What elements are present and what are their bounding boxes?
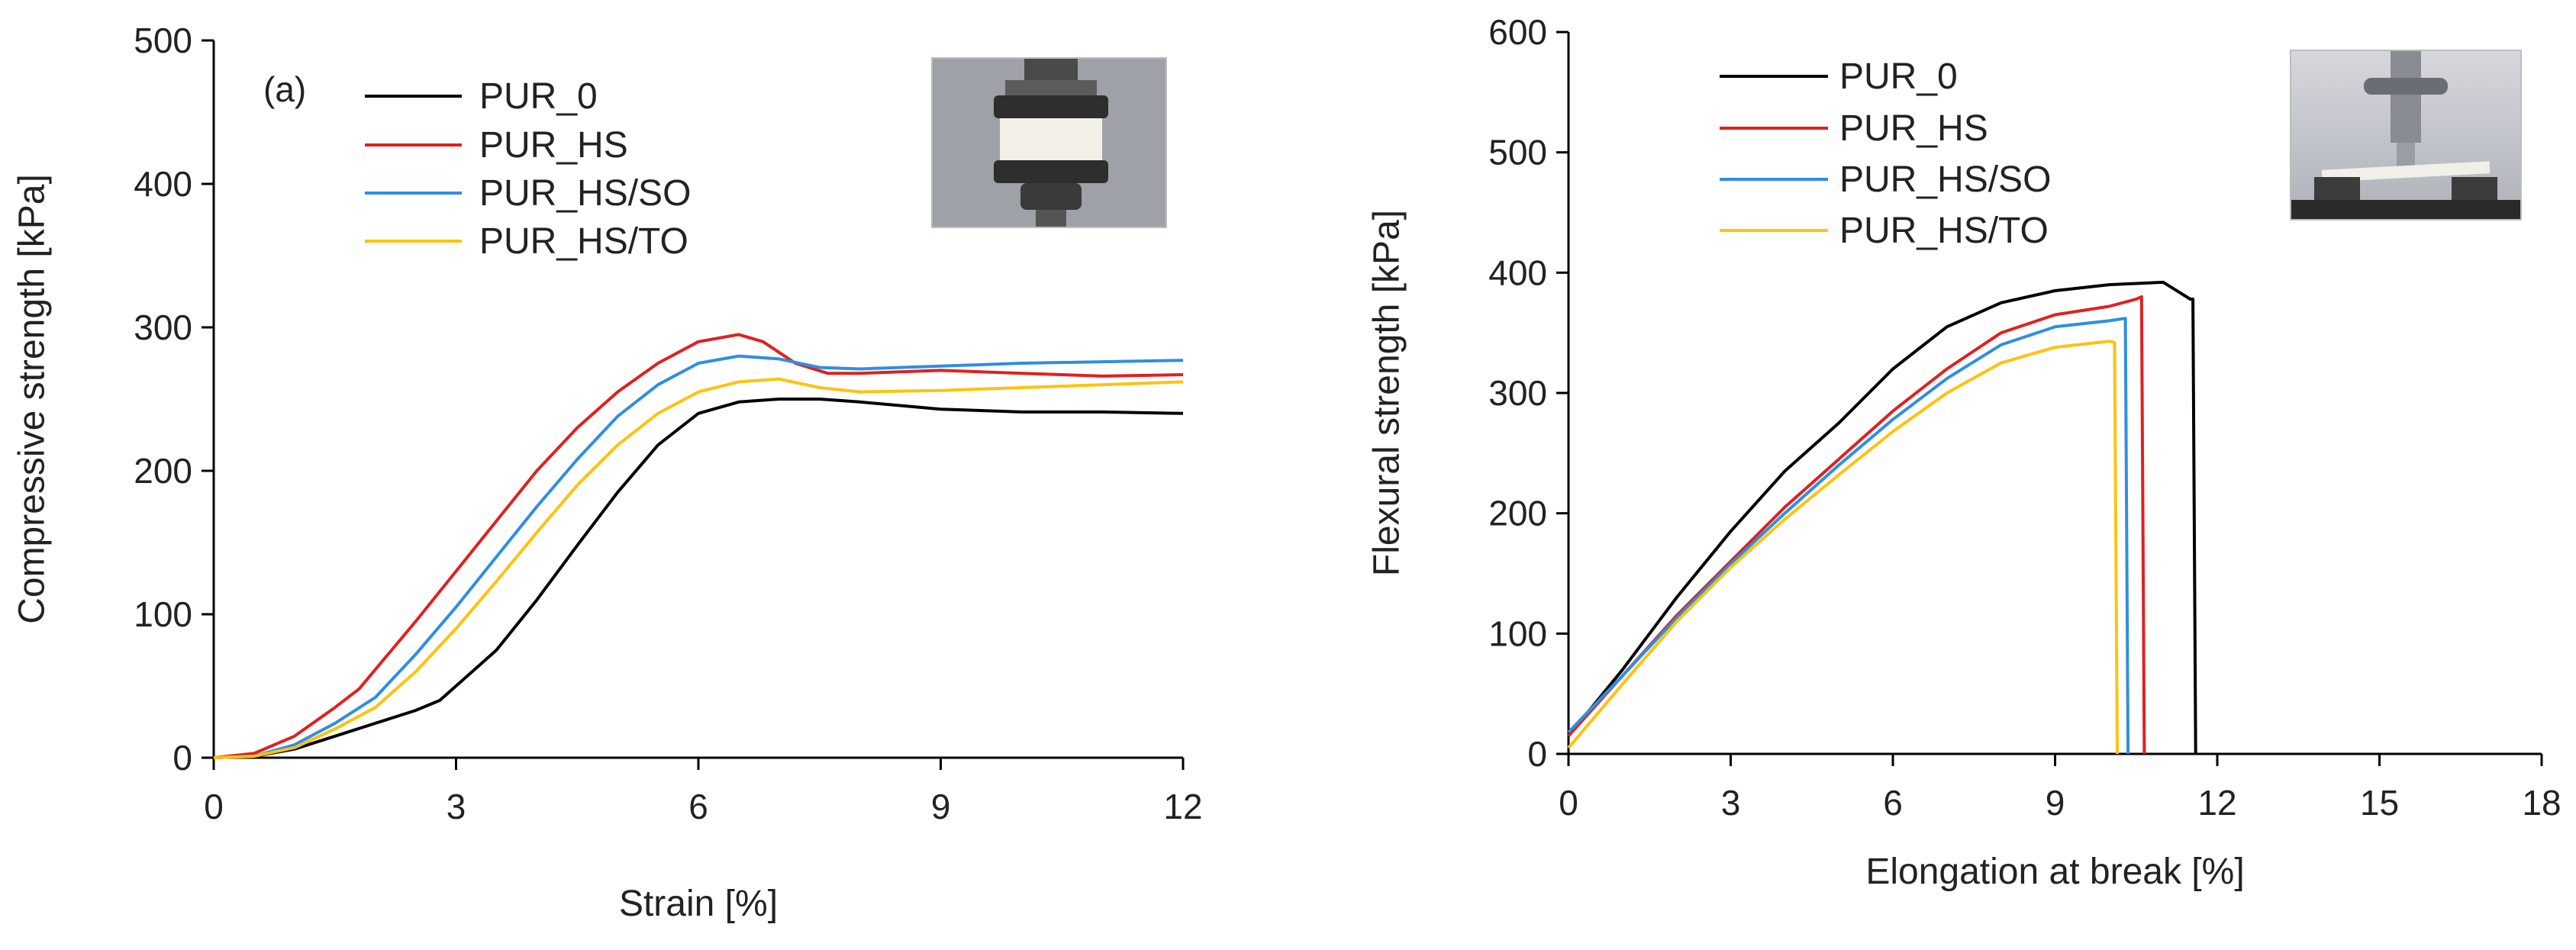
- b-x-tick-label: 9: [2046, 783, 2065, 823]
- b-legend-label: PUR_HS/TO: [1839, 211, 2049, 251]
- b-legend-label: PUR_HS: [1839, 108, 1988, 149]
- a-panel-label: (a): [263, 69, 306, 109]
- a-x-tick-label: 12: [1163, 787, 1202, 826]
- a-x-tick-label: 9: [931, 787, 951, 826]
- a-series-line-3: [213, 354, 1184, 759]
- a-legend-label: PUR_0: [479, 76, 598, 117]
- b-y-tick-label: 100: [1488, 613, 1547, 653]
- b-x-tick-label: 3: [1721, 783, 1741, 823]
- a-legend-label: PUR_HS/TO: [479, 221, 688, 262]
- b-series-line-2: [1567, 295, 2146, 755]
- b-x-tick-label: 15: [2360, 783, 2399, 823]
- a-x-tick-label: 3: [447, 787, 466, 826]
- b-y-tick-label: 200: [1488, 494, 1547, 533]
- compressive-strength-chart: 0 100 200 300 400 500 0 3 6 9 12 Strain [%] Compress…: [12, 21, 1203, 924]
- b-y-tick-label: 400: [1488, 253, 1547, 292]
- b-y-tick-label: 300: [1488, 373, 1547, 413]
- b-x-tick-label: 18: [2522, 783, 2561, 823]
- b-y-tick-label: 600: [1488, 12, 1547, 52]
- b-y-tick-label: 0: [1527, 734, 1547, 774]
- b-y-tick-label: 500: [1488, 133, 1547, 172]
- b-series-line-4: [1567, 340, 2119, 755]
- a-x-axis-title: Strain [%]: [619, 884, 778, 924]
- a-series-line-1: [213, 398, 1184, 759]
- a-x-tick-label: 6: [688, 787, 708, 826]
- b-series-line-1: [1567, 280, 2197, 755]
- b-x-tick-label: 12: [2197, 783, 2236, 823]
- b-legend-label: PUR_0: [1839, 56, 1958, 97]
- compression-test-photo: [931, 57, 1167, 228]
- a-legend-label: PUR_HS/SO: [479, 173, 691, 214]
- flexural-strength-chart: 0 100 200 300 400 500 600 0 3 6 9 12 15 18 Elongation …: [1367, 12, 2561, 892]
- a-y-tick-label: 100: [134, 594, 192, 634]
- b-series-line-3: [1567, 317, 2130, 755]
- b-x-tick-label: 0: [1559, 783, 1578, 823]
- a-y-tick-label: 500: [134, 21, 192, 60]
- a-series-line-2: [213, 333, 1184, 759]
- a-y-tick-label: 400: [134, 164, 192, 204]
- a-y-tick-label: 0: [172, 738, 192, 778]
- a-y-tick-label: 200: [134, 451, 192, 491]
- a-y-axis-title: Compressive strength [kPa]: [12, 174, 53, 624]
- bending-test-photo: [2290, 50, 2522, 221]
- b-legend-label: PUR_HS/SO: [1839, 159, 2051, 200]
- a-x-tick-label: 0: [204, 787, 224, 826]
- b-x-axis-title: Elongation at break [%]: [1865, 852, 2244, 892]
- b-y-axis-title: Flexural strength [kPa]: [1367, 210, 1407, 576]
- b-x-tick-label: 6: [1883, 783, 1903, 823]
- a-series-line-4: [213, 377, 1184, 759]
- a-legend-label: PUR_HS: [479, 125, 628, 166]
- a-y-tick-label: 300: [134, 308, 192, 347]
